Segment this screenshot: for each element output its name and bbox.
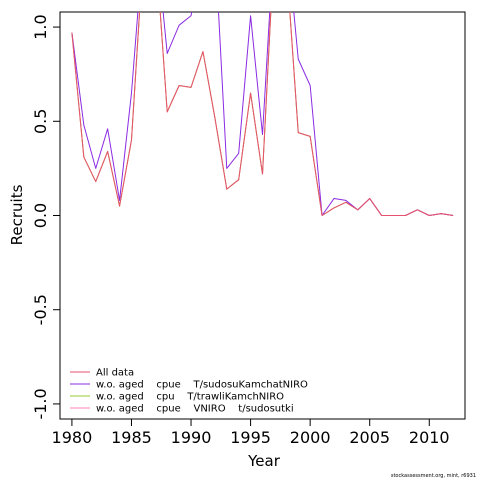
x-axis-title: Year <box>247 452 281 470</box>
x-tick-label: 1980 <box>52 428 93 447</box>
x-tick-label: 1995 <box>230 428 271 447</box>
series-line-1 <box>71 12 454 216</box>
x-tick-label: 1990 <box>171 428 212 447</box>
x-tick-label: 2005 <box>349 428 390 447</box>
y-axis: -1.0 -0.5 0.0 0.5 1.0 <box>31 14 60 420</box>
y-tick-label: 0.0 <box>31 203 50 228</box>
series-line-0 <box>71 12 454 216</box>
series-line-3 <box>71 12 454 216</box>
legend-label: w.o. aged cpu T/trawliKamchNIRO <box>96 392 284 403</box>
y-tick-label: 1.0 <box>31 14 50 39</box>
credit-text: stockassessment.org, mint, r6931 <box>391 473 476 479</box>
y-tick-label: -0.5 <box>31 294 50 325</box>
legend-label: w.o. aged cpue VNIRO t/sudosutki <box>96 404 294 415</box>
y-axis-title: Recruits <box>8 184 26 245</box>
legend-label: All data <box>96 368 134 379</box>
y-tick-label: -1.0 <box>31 388 50 419</box>
x-axis: 1980 1985 1990 1995 2000 2005 2010 <box>52 419 450 447</box>
x-tick-label: 1985 <box>111 428 152 447</box>
series-line-2 <box>71 12 454 216</box>
x-tick-label: 2010 <box>409 428 450 447</box>
x-tick-label: 2000 <box>290 428 331 447</box>
y-tick-label: 0.5 <box>31 109 50 134</box>
series-lines <box>71 12 454 216</box>
legend-label: w.o. aged cpue T/sudosuKamchatNIRO <box>96 380 308 391</box>
